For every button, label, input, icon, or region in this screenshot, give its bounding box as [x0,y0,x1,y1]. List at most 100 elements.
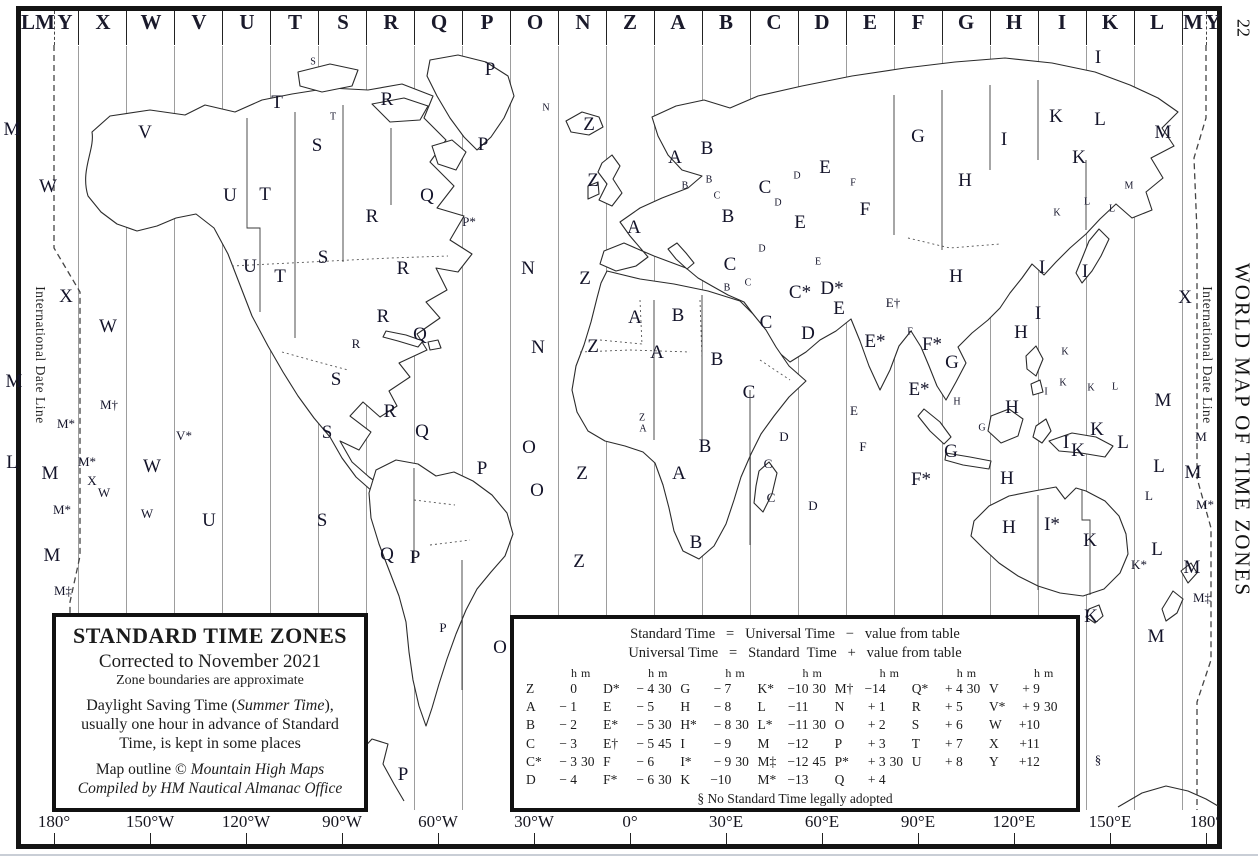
offset-hours: − 9 [713,753,732,769]
offset-hours: + 6 [945,717,963,733]
map-zone-letter: Z [583,114,595,135]
offset-row: C* − 3 30 [526,753,601,771]
offset-row: V* + 9 30 [989,698,1064,716]
offset-minutes [1040,735,1064,753]
top-zone-letter: K [1101,10,1119,34]
map-zone-letter: M* [52,502,72,517]
offset-minutes: 30 [889,753,904,769]
map-zone-letter: T [329,111,337,123]
top-band-separator [174,11,175,45]
arctic-islands [297,63,359,93]
map-zone-letter: K* [1131,557,1147,572]
zone-meridian-line [78,46,79,810]
top-band-separator [942,11,943,45]
longitude-tick [1014,833,1015,844]
longitude-tick [822,833,823,844]
offset-hours: − 5 [636,699,655,715]
madagascar [753,461,778,513]
zone-meridian-line [318,46,319,810]
map-zone-letter: H [1000,468,1014,489]
offset-row: M* −13 [757,771,832,789]
map-zone-letter: A [639,423,647,435]
zone-letter: Q [834,772,845,788]
offset-row: A − 1 [526,698,601,716]
offset-hours: −10 [787,681,809,696]
offset-row: M† −14 [835,680,910,698]
offset-row: E − 5 [603,698,678,716]
map-zone-letter: E† [885,295,901,310]
longitude-label: 60°W [418,812,458,831]
offset-row: M −12 [757,735,832,753]
offset-minutes: 45 [812,753,826,769]
zone-letter: B [526,717,536,733]
zone-letter: F* [603,772,618,788]
top-zone-letter: O [526,10,544,34]
zone-letter: Y [988,753,999,769]
map-zone-letter: V* [176,428,192,443]
map-zone-letter: O [530,480,544,501]
zone-letter: E [603,699,612,715]
map-zone-letter: W [39,176,57,197]
offset-minutes: 30 [658,772,672,788]
offset-minutes: 30 [1043,699,1058,715]
zone-letter: G [680,681,691,696]
map-zone-letter: C [758,177,772,198]
offset-row: Q + 4 [835,771,910,789]
map-zone-letter: L [1153,456,1165,477]
zone-letter: U [911,753,922,769]
arctic-islands-2 [371,97,429,123]
map-zone-letter: L [1083,196,1091,208]
offset-hours: − 4 [559,772,577,788]
map-zone-letter: M [41,463,59,484]
top-zone-letter: S [337,10,349,34]
longitude-tick [726,833,727,844]
offset-minutes [1040,680,1064,698]
offset-row: M‡ −12 45 [757,753,832,771]
map-zone-letter: R [383,401,397,422]
zone-letter: T [911,735,921,751]
map-zone-letter: E* [908,379,930,400]
offset-row: T + 7 [912,735,987,753]
longitude-tick [246,833,247,844]
offset-hours: − 4 [636,681,655,696]
map-zone-letter: D* [820,278,844,299]
map-zone-letter: S [310,56,316,68]
top-zone-letter: D [814,10,830,34]
map-zone-letter: U [223,185,237,206]
map-zone-letter: M‡ [53,583,73,598]
map-zone-letter: C [723,254,737,275]
offset-hours: − 5 [636,735,655,751]
offset-hours: − 7 [713,681,732,696]
map-zone-letter: P [397,764,409,785]
zone-letter: Q* [911,681,929,696]
longitude-label: 180° [1189,812,1223,831]
map-zone-letter: U [202,510,216,531]
offset-minutes [963,716,987,734]
offset-hours: −11 [787,717,809,733]
top-zone-letter: P [480,10,494,34]
map-zone-letter: G [944,441,958,462]
legend-credits: Map outline © Mountain High Maps Compile… [77,761,343,797]
offset-minutes: 30 [735,717,749,733]
top-band-separator [366,11,367,45]
zone-meridian-line [798,46,799,810]
zone-meridian-line [894,46,895,810]
map-zone-letter: L [1108,203,1116,215]
map-zone-letter: B [698,436,712,457]
top-zone-letter: L [20,10,36,34]
map-zone-letter: P [477,134,489,155]
map-zone-letter: D [808,498,818,513]
longitude-tick [918,833,919,844]
top-band-separator [462,11,463,45]
offset-minutes [731,698,755,716]
map-zone-letter: P [439,620,447,635]
longitude-label: 150°E [1088,812,1132,831]
zone-letter: A [526,699,536,715]
zone-letter: N [834,699,845,715]
offset-minutes [577,698,601,716]
legend-title: STANDARD TIME ZONES [73,623,347,648]
borneo [987,408,1024,444]
